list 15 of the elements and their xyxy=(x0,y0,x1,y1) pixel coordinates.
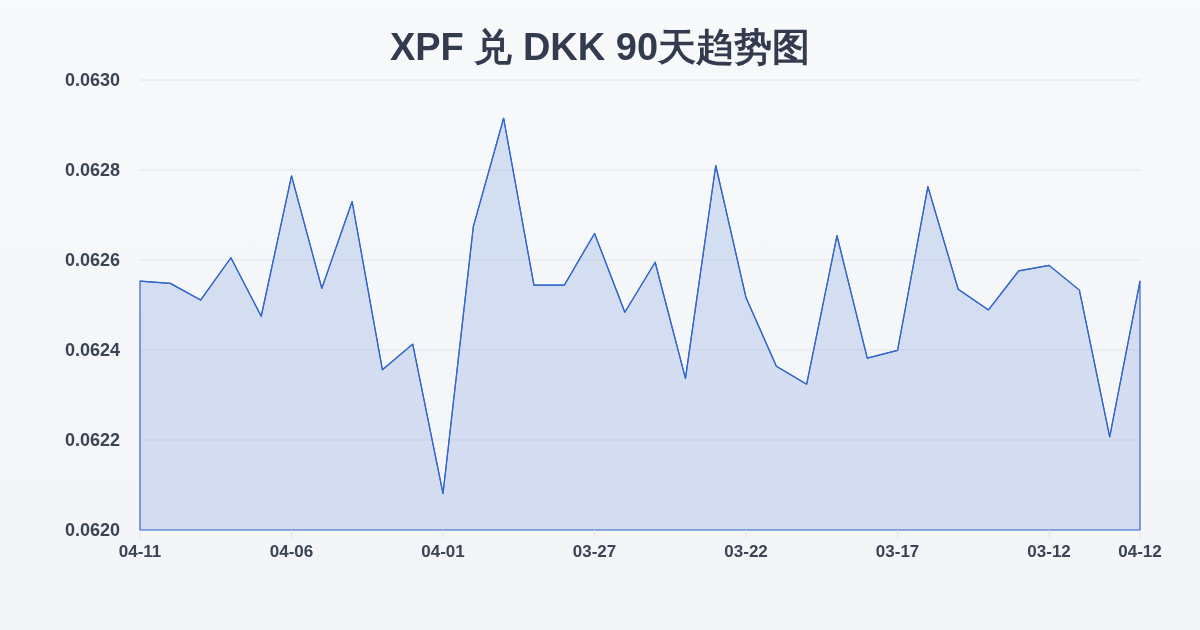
x-tick-label: 03-27 xyxy=(572,542,617,561)
y-tick-label: 0.0628 xyxy=(64,160,120,181)
y-tick-label: 0.0620 xyxy=(64,520,120,541)
chart-title: XPF 兑 DKK 90天趋势图 xyxy=(389,26,811,68)
x-tick-label: 03-12 xyxy=(1027,542,1071,561)
x-tick-label: 04-11 xyxy=(118,542,162,561)
y-tick-label: 0.0626 xyxy=(64,250,120,271)
x-tick-label: 04-01 xyxy=(421,542,465,561)
x-tick-label: 03-17 xyxy=(875,542,920,561)
x-tick-label: 04-06 xyxy=(269,542,314,561)
y-tick-label: 0.0630 xyxy=(64,70,120,91)
x-tick-label: 04-12 xyxy=(1118,542,1162,561)
y-tick-label: 0.0624 xyxy=(64,340,120,361)
y-tick-label: 0.0622 xyxy=(64,430,120,451)
x-tick-label: 03-22 xyxy=(724,542,768,561)
